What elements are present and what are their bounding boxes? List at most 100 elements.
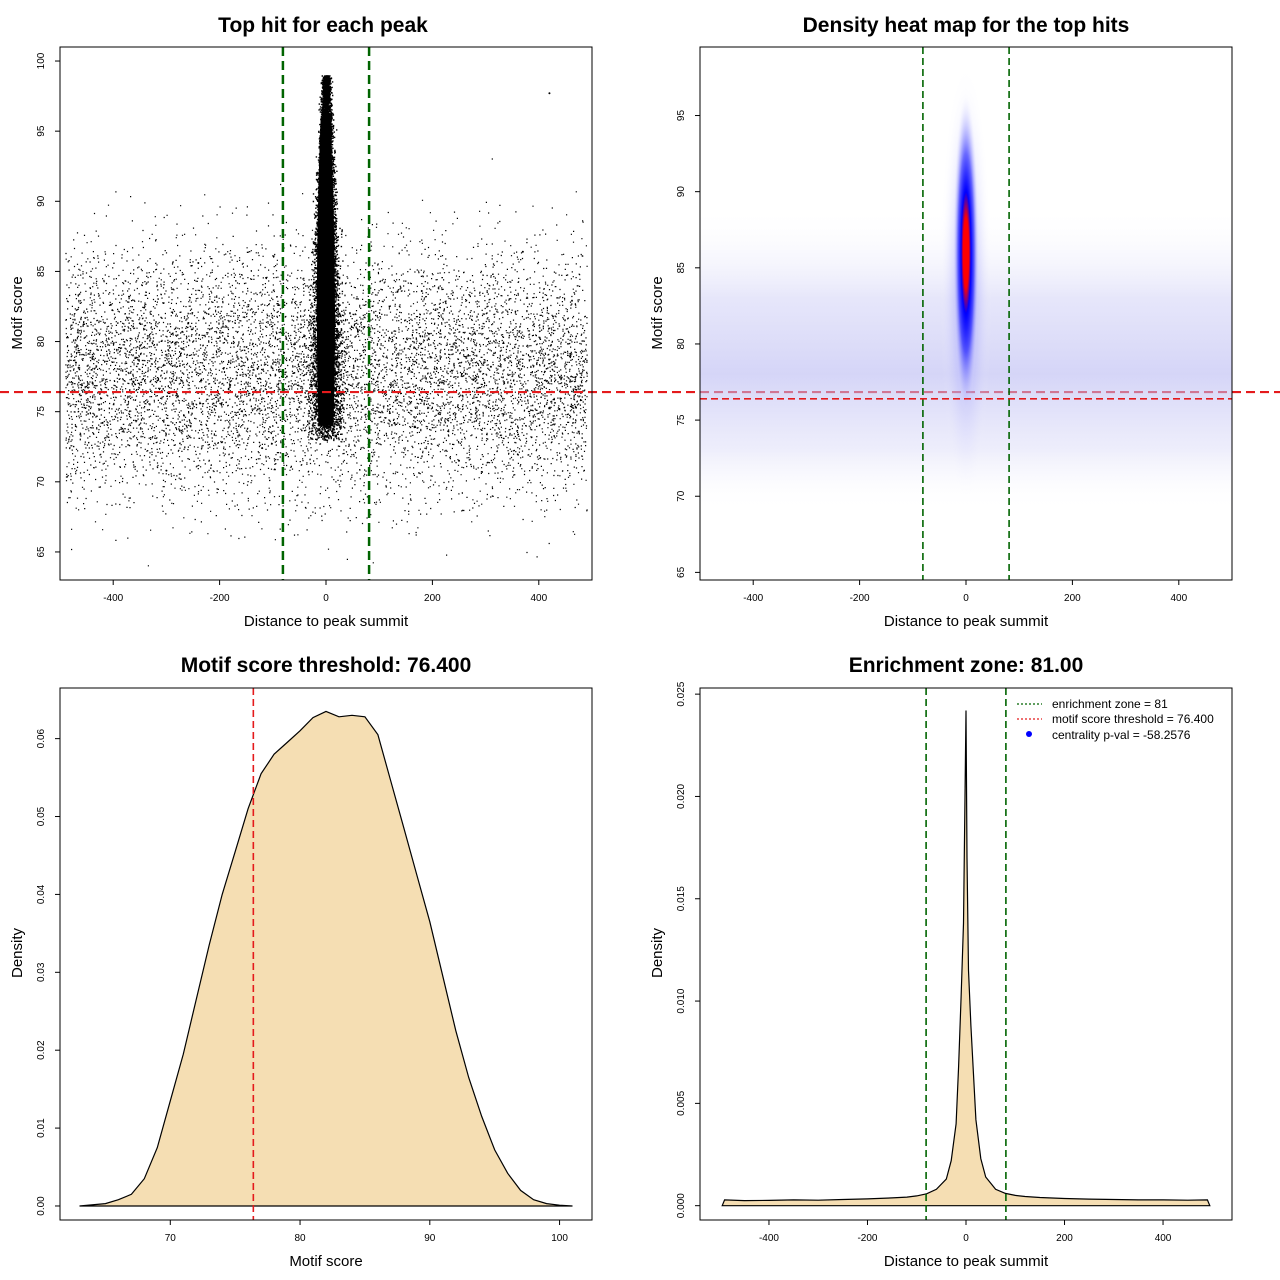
chart-title: Enrichment zone: 81.00 (849, 654, 1084, 677)
x-tick-label: 200 (424, 593, 441, 604)
scatter-point (261, 447, 264, 450)
chart-title: Motif score threshold: 76.400 (181, 654, 472, 677)
scatter-dense-core (316, 117, 335, 426)
y-tick-label: 90 (676, 186, 687, 198)
plot-frame (59, 687, 593, 1221)
scatter-point (521, 250, 524, 253)
panel-score-density: Motif score threshold: 76.400 70 80 90 100 … (9, 654, 593, 1270)
y-tick-label: 85 (676, 262, 687, 274)
x-tick-label: 80 (294, 1233, 306, 1244)
y-tick-label: 0.000 (676, 1193, 687, 1218)
y-axis-label: Density (649, 927, 666, 978)
scatter-point (548, 92, 551, 95)
y-tick-label: 0.020 (676, 783, 687, 808)
y-axis: 65 70 75 80 85 90 95 (676, 110, 700, 578)
y-axis-label: Density (9, 927, 26, 978)
x-tick-label: 70 (165, 1233, 177, 1244)
y-tick-label: 95 (676, 110, 687, 122)
y-tick-label: 70 (36, 476, 47, 488)
scatter-points (65, 75, 588, 567)
y-tick-label: 0.005 (676, 1090, 687, 1115)
y-tick-label: 75 (676, 414, 687, 426)
x-tick-label: -200 (850, 593, 870, 604)
density-area (722, 710, 1210, 1206)
scatter-point (101, 421, 104, 424)
legend-label: enrichment zone = 81 (1052, 697, 1168, 711)
scatter-point (489, 365, 492, 368)
x-tick-label: 0 (963, 1233, 969, 1244)
y-tick-label: 0.05 (36, 806, 47, 826)
y-tick-label: 0.015 (676, 886, 687, 911)
y-axis-label: Motif score (649, 276, 666, 349)
x-axis-label: Motif score (289, 1253, 362, 1270)
legend: enrichment zone = 81 motif score thresho… (1017, 697, 1214, 742)
x-axis: -400 -200 0 200 400 (743, 580, 1188, 604)
y-tick-label: 0.01 (36, 1118, 47, 1138)
panel-distance-density: Enrichment zone: 81.00 -400 -200 0 200 400 0… (649, 654, 1233, 1270)
scatter-point (319, 221, 322, 224)
y-axis: 65 70 75 80 85 90 95 100 (36, 52, 60, 558)
y-tick-label: 100 (36, 52, 47, 69)
y-tick-label: 0.010 (676, 988, 687, 1013)
x-tick-label: 0 (323, 593, 329, 604)
x-axis-label: Distance to peak summit (884, 613, 1049, 630)
y-tick-label: 75 (36, 406, 47, 418)
x-axis-label: Distance to peak summit (244, 613, 409, 630)
y-tick-label: 80 (36, 336, 47, 348)
y-axis: 0.00 0.01 0.02 0.03 0.04 0.05 0.06 (36, 728, 60, 1216)
scatter-point (229, 384, 232, 387)
y-tick-label: 65 (676, 566, 687, 578)
scatter-point (138, 322, 141, 325)
heatmap-hotspot (953, 92, 979, 413)
x-tick-label: -200 (210, 593, 230, 604)
y-tick-label: 0.06 (36, 728, 47, 748)
scatter-point (388, 412, 391, 415)
legend-label: motif score threshold = 76.400 (1052, 712, 1214, 726)
y-tick-label: 0.025 (676, 681, 687, 706)
x-tick-label: 400 (1170, 593, 1187, 604)
y-tick-label: 0.04 (36, 884, 47, 904)
y-tick-label: 95 (36, 125, 47, 137)
y-tick-label: 80 (676, 338, 687, 350)
density-line (721, 710, 1211, 1207)
panel-heatmap: Density heat map for the top hits -400 -2… (649, 14, 1233, 630)
y-axis-label: Motif score (9, 276, 26, 349)
scatter-point (293, 343, 296, 346)
scatter-point (575, 406, 578, 409)
scatter-point (458, 459, 460, 462)
y-tick-label: 70 (676, 490, 687, 502)
density-line (79, 710, 573, 1207)
x-tick-label: 0 (963, 593, 969, 604)
x-tick-label: 400 (1155, 1233, 1172, 1244)
y-tick-label: 90 (36, 195, 47, 207)
y-tick-label: 65 (36, 546, 47, 558)
scatter-point (420, 290, 423, 293)
x-tick-label: -400 (103, 593, 123, 604)
scatter-point (325, 127, 327, 130)
x-axis: 70 80 90 100 (165, 1220, 568, 1244)
legend-key-centrality (1026, 731, 1032, 737)
density-area (79, 711, 573, 1206)
scatter-point (356, 330, 359, 333)
x-tick-label: 200 (1064, 593, 1081, 604)
legend-label: centrality p-val = -58.2576 (1052, 728, 1191, 742)
y-tick-label: 0.00 (36, 1196, 47, 1216)
x-tick-label: 400 (530, 593, 547, 604)
x-axis: -400 -200 0 200 400 (759, 1220, 1172, 1244)
x-tick-label: 200 (1056, 1233, 1073, 1244)
y-tick-label: 0.03 (36, 962, 47, 982)
scatter-point (165, 469, 168, 472)
x-tick-label: -400 (759, 1233, 779, 1244)
heatmap-area (700, 62, 1232, 512)
x-axis-label: Distance to peak summit (884, 1253, 1049, 1270)
y-axis: 0.000 0.005 0.010 0.015 0.020 0.025 (676, 681, 700, 1218)
scatter-point (74, 361, 77, 364)
x-tick-label: -200 (857, 1233, 877, 1244)
chart-title: Top hit for each peak (218, 14, 428, 37)
x-axis: -400 -200 0 200 400 (103, 580, 548, 604)
x-tick-label: 100 (551, 1233, 568, 1244)
chart-title: Density heat map for the top hits (803, 14, 1130, 37)
scatter-point (331, 377, 334, 380)
x-tick-label: -400 (743, 593, 763, 604)
